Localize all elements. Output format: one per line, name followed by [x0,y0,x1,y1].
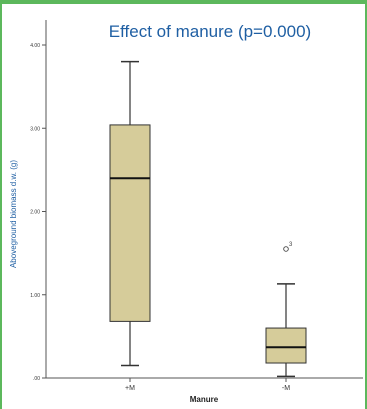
chart-title: Effect of manure (p=0.000) [109,22,311,41]
outlier-label: 3 [289,242,293,248]
y-tick-label: 2.00 [30,210,40,216]
box-iqr [109,124,151,322]
outlier-point [283,246,289,252]
x-tick-label: -M [282,385,290,392]
y-tick-label: .00 [33,376,40,382]
y-tick-label: 1.00 [30,293,40,299]
x-axis-label: Manure [190,395,219,404]
chart-background [2,4,365,409]
plot-area: .00 1.00 2.00 3.00 4.00 +M -M 3 [30,20,363,392]
y-axis-label: Aboveground biomass d.w. (g) [9,160,18,268]
boxplot-chart: Effect of manure (p=0.000) Aboveground b… [2,4,365,409]
y-tick-label: 4.00 [30,43,40,49]
x-tick-label: +M [125,385,135,392]
box-iqr [265,327,307,364]
y-tick-label: 3.00 [30,126,40,132]
